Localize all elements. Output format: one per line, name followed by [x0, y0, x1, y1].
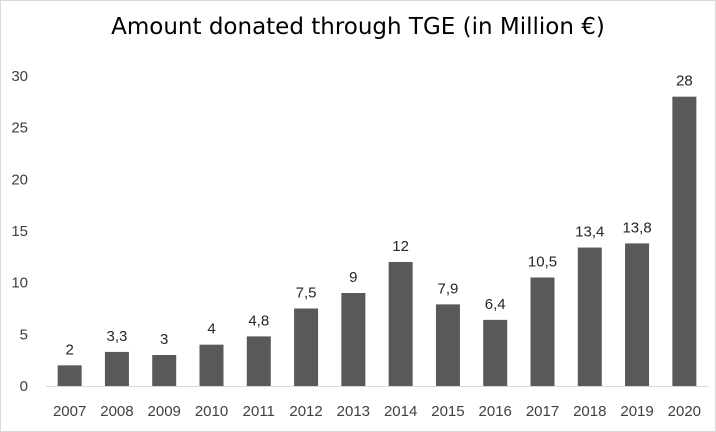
y-axis-ticks: 0 5 10 15 20 25 30: [11, 68, 28, 395]
x-tick-label: 2010: [195, 403, 228, 420]
y-tick-label: 0: [20, 378, 28, 395]
data-label: 7,9: [437, 280, 458, 297]
x-tick-label: 2012: [289, 403, 322, 420]
y-tick-label: 25: [11, 120, 28, 137]
bar: [672, 96, 697, 387]
bar: [341, 293, 366, 386]
y-tick-label: 5: [20, 326, 28, 343]
bar: [104, 351, 129, 386]
bar: [435, 304, 460, 386]
bar: [246, 336, 271, 386]
x-tick-label: 2017: [526, 403, 559, 420]
data-label: 3: [160, 331, 168, 348]
data-label: 4,8: [248, 312, 269, 329]
bar: [57, 365, 82, 386]
x-tick-label: 2018: [573, 403, 606, 420]
x-tick-label: 2015: [431, 403, 464, 420]
data-label: 3,3: [106, 328, 127, 345]
x-tick-label: 2009: [148, 403, 181, 420]
data-labels: 2 3,3 3 4 4,8 7,5 9 12 7,9 6,4 10,5 13,4 13,8 28: [65, 73, 692, 359]
bar: [577, 247, 602, 386]
data-label: 13,8: [622, 219, 651, 236]
x-tick-label: 2007: [53, 403, 86, 420]
y-tick-label: 30: [11, 68, 28, 85]
x-tick-label: 2014: [384, 403, 417, 420]
bar: [388, 262, 413, 386]
bar: [530, 277, 555, 386]
x-axis-ticks: 2007 2008 2009 2010 2011 2012 2013 2014 2015 2016…: [53, 403, 701, 420]
x-tick-label: 2016: [479, 403, 512, 420]
y-tick-label: 20: [11, 171, 28, 188]
data-label: 13,4: [575, 224, 604, 241]
y-tick-label: 15: [11, 223, 28, 240]
data-label: 10,5: [528, 254, 557, 271]
bar: [483, 319, 508, 386]
data-label: 2: [65, 341, 73, 358]
bars: [57, 96, 697, 387]
x-tick-label: 2011: [243, 403, 275, 420]
x-tick-label: 2020: [668, 403, 701, 420]
bar: [294, 308, 319, 386]
data-label: 7,5: [296, 285, 317, 302]
data-label: 9: [349, 269, 357, 286]
x-tick-label: 2019: [620, 403, 653, 420]
x-tick-label: 2013: [337, 403, 370, 420]
bar: [199, 344, 224, 386]
y-tick-label: 10: [11, 275, 28, 292]
chart-title: Amount donated through TGE (in Million €…: [111, 14, 605, 40]
data-label: 28: [676, 73, 693, 90]
bar: [152, 355, 177, 386]
data-label: 4: [207, 321, 215, 338]
bar: [625, 243, 650, 386]
data-label: 12: [392, 238, 409, 255]
data-label: 6,4: [485, 296, 506, 313]
x-tick-label: 2008: [100, 403, 133, 420]
